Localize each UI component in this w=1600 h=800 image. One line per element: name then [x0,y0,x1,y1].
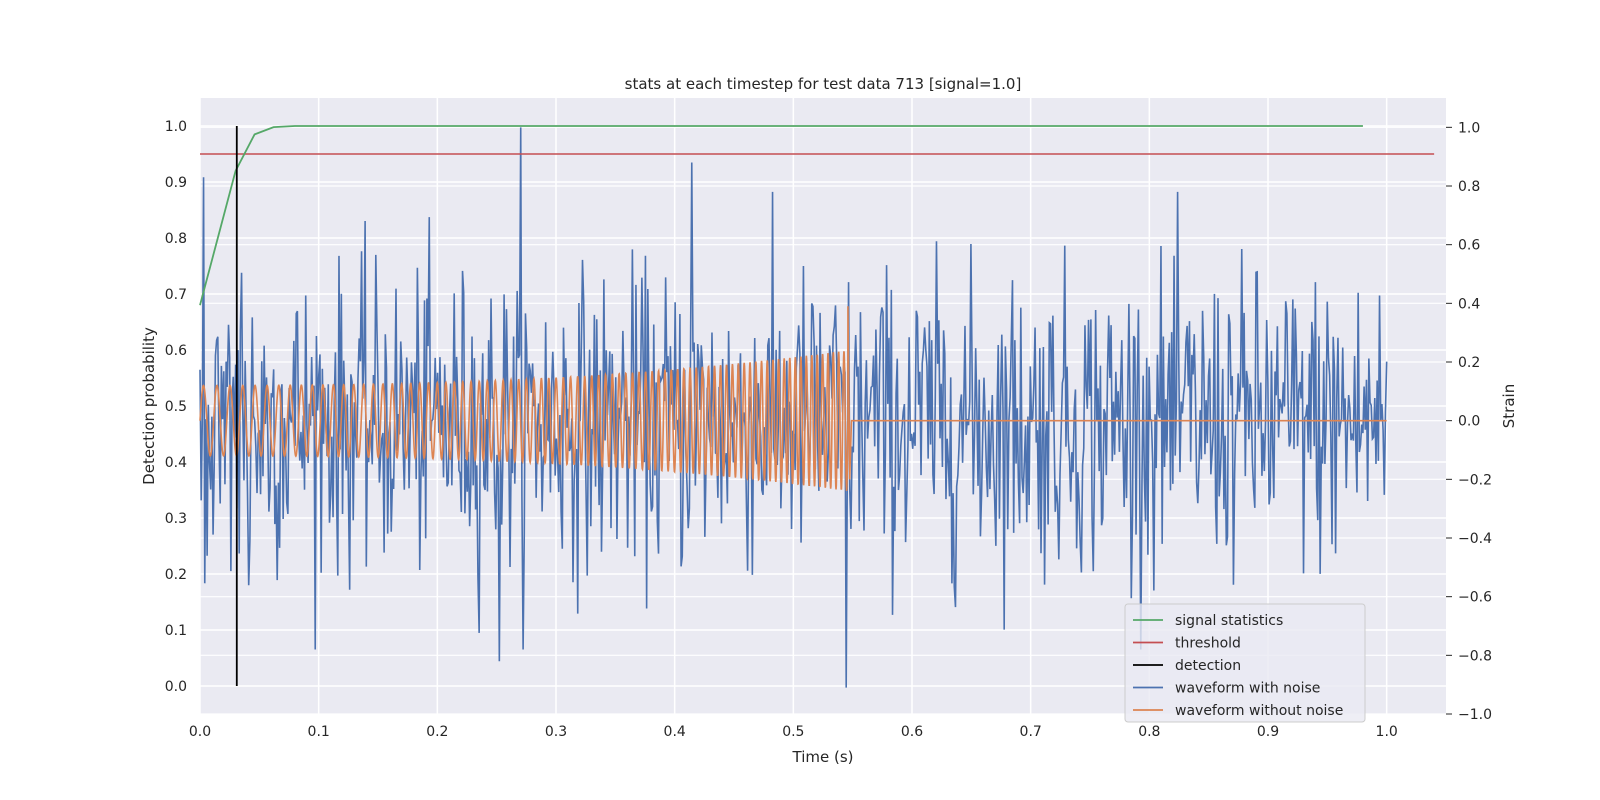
legend: signal statistics threshold detection wavef… [1124,603,1366,723]
y-right-tick-label: −0.6 [1458,590,1492,606]
legend-label: detection [1175,658,1241,674]
legend-label: waveform with noise [1175,681,1320,697]
x-tick-label: 0.4 [664,724,686,740]
y-axis-label-left: Detection probability [140,327,158,485]
y-right-tick-label: 0.8 [1458,179,1480,195]
x-tick-label: 0.2 [426,724,448,740]
y-right-tick-label: −0.4 [1458,531,1492,547]
series-layer [199,125,1435,688]
x-ticks: 0.0 0.1 0.2 0.3 0.4 0.5 0.6 0.7 0.8 0.9 1.0 [189,724,1398,740]
chart-title: stats at each timestep for test data 713… [625,75,1022,93]
x-tick-label: 1.0 [1376,724,1398,740]
legend-box [1124,603,1366,723]
y-left-tick-label: 0.8 [165,231,187,247]
x-tick-label: 0.6 [901,724,923,740]
y-right-tick-label: −0.2 [1458,472,1492,488]
y-right-tick-label: 0.4 [1458,296,1480,312]
y-left-tick-label: 0.5 [165,399,187,415]
legend-label: threshold [1175,636,1241,652]
legend-label: waveform without noise [1175,703,1343,719]
y-right-tick-label: 0.6 [1458,238,1480,254]
x-axis-label: Time (s) [792,748,854,766]
y-right-tick-label: 0.2 [1458,355,1480,371]
y-left-tick-label: 0.0 [165,679,187,695]
x-tick-label: 0.7 [1020,724,1042,740]
x-tick-label: 0.5 [782,724,804,740]
y-left-tick-label: 0.3 [165,511,187,527]
x-tick-label: 0.1 [308,724,330,740]
y-right-tick-label: 1.0 [1458,120,1480,136]
y-left-tick-label: 1.0 [165,119,187,135]
y-left-tick-label: 0.9 [165,175,187,191]
y-right-tick-label: −0.8 [1458,648,1492,664]
y-left-tick-label: 0.1 [165,623,187,639]
x-tick-label: 0.0 [189,724,211,740]
x-tick-label: 0.9 [1257,724,1279,740]
y-left-tick-label: 0.6 [165,343,187,359]
x-tick-label: 0.3 [545,724,567,740]
series-waveform-without-noise [199,306,1387,491]
y-left-ticks: 0.0 0.1 0.2 0.3 0.4 0.5 0.6 0.7 0.8 0.9 1.0 [165,119,187,695]
y-right-ticks: −1.0 −0.8 −0.6 −0.4 −0.2 0.0 0.2 0.4 0.6 0.8 1.0 [1446,120,1492,723]
y-axis-label-right: Strain [1500,384,1518,428]
y-left-tick-label: 0.2 [165,567,187,583]
series-signal-statistics [199,125,1363,306]
y-right-tick-label: 0.0 [1458,414,1480,430]
legend-label: signal statistics [1175,613,1283,629]
y-right-tick-label: −1.0 [1458,707,1492,723]
y-left-tick-label: 0.4 [165,455,187,471]
y-left-tick-label: 0.7 [165,287,187,303]
x-tick-label: 0.8 [1138,724,1160,740]
